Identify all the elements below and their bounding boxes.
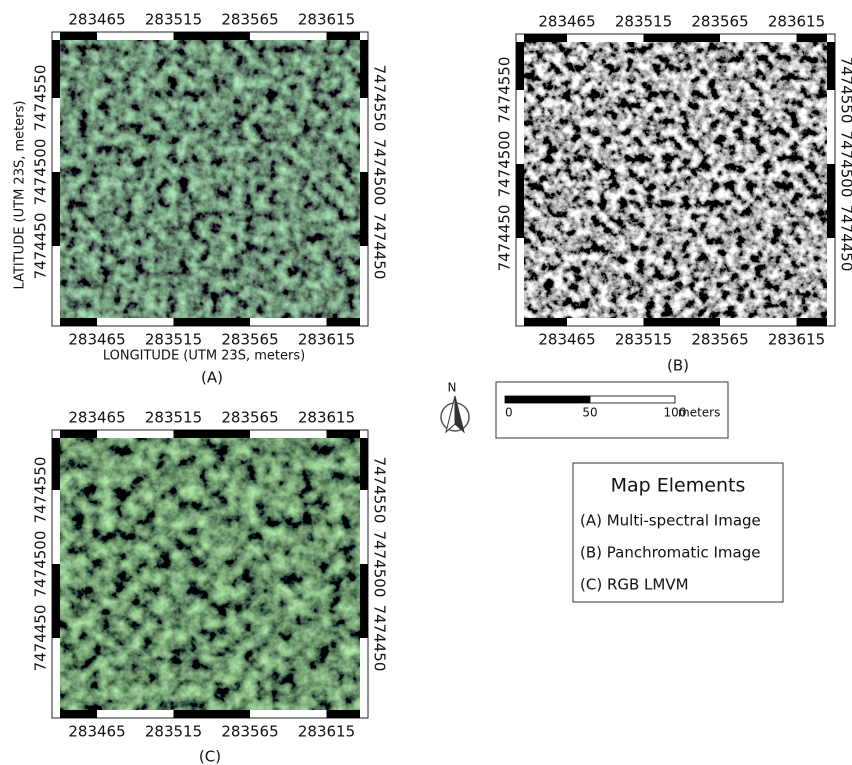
x-tick-label: 283515 (145, 11, 202, 29)
neatline-segment (516, 164, 524, 238)
x-axis-label: LONGITUDE (UTM 23S, meters) (103, 349, 305, 364)
y-tick-label: 7474550 (838, 57, 852, 124)
legend-item: (B) Panchromatic Image (580, 544, 760, 562)
neatline-segment (52, 438, 60, 490)
y-tick-label: 7474550 (32, 457, 50, 524)
neatline-segment (52, 40, 60, 98)
y-tick-label: 7474500 (838, 131, 852, 198)
y-axis-label: LATITUDE (UTM 23S, meters) (13, 101, 28, 290)
neatline-segment (797, 318, 828, 326)
x-tick-label: 283565 (691, 13, 748, 31)
x-tick-label: 283515 (145, 409, 202, 427)
neatline-segment (827, 164, 835, 238)
x-tick-label: 283615 (298, 409, 355, 427)
y-tick-label: 7474550 (371, 457, 389, 524)
y-tick-label: 7474500 (32, 531, 50, 598)
x-tick-label: 283515 (615, 13, 672, 31)
neatline-segment (360, 564, 368, 638)
neatline-segment (327, 430, 361, 438)
neatline-segment (524, 34, 567, 42)
panel-caption: (B) (667, 357, 689, 375)
x-tick-label: 283615 (298, 11, 355, 29)
y-tick-label: 7474450 (371, 605, 389, 672)
neatline-segment (60, 430, 97, 438)
neatline-segment (52, 172, 60, 246)
neatline-segment (174, 32, 251, 40)
neatline-segment (174, 318, 251, 326)
neatline-segment (524, 318, 567, 326)
figure: N Map Elements 2834652834652835152835152… (0, 0, 852, 765)
x-tick-label: 283465 (538, 13, 595, 31)
map-image (524, 42, 827, 318)
x-tick-label: 283615 (768, 13, 825, 31)
neatline-segment (174, 430, 251, 438)
north-label: N (448, 381, 457, 395)
neatline-segment (360, 438, 368, 490)
map-image (60, 438, 360, 710)
x-tick-label: 283565 (221, 11, 278, 29)
y-tick-label: 7474550 (371, 65, 389, 132)
y-tick-label: 7474450 (496, 205, 514, 272)
x-tick-label: 283515 (615, 331, 672, 349)
neatline-segment (327, 710, 361, 718)
neatline-segment (174, 710, 251, 718)
y-tick-label: 7474500 (371, 531, 389, 598)
legend-item: (A) Multi-spectral Image (580, 512, 761, 530)
x-tick-label: 283465 (68, 331, 125, 349)
scale-bar-segment (590, 396, 675, 403)
scale-bar-label: 0 (505, 406, 513, 420)
neatline-segment (644, 34, 721, 42)
neatline-segment (797, 34, 828, 42)
panel-caption: (C) (199, 748, 221, 765)
scale-bar-label: 50 (582, 406, 597, 420)
y-tick-label: 7474550 (32, 65, 50, 132)
y-tick-label: 7474500 (371, 139, 389, 206)
neatline-segment (360, 40, 368, 98)
x-tick-label: 283565 (221, 409, 278, 427)
x-tick-label: 283515 (145, 331, 202, 349)
y-tick-label: 7474450 (371, 213, 389, 280)
x-tick-label: 283565 (691, 331, 748, 349)
x-tick-label: 283565 (221, 723, 278, 741)
neatline-segment (327, 318, 361, 326)
neatline-segment (327, 32, 361, 40)
x-tick-label: 283465 (68, 723, 125, 741)
neatline-segment (827, 42, 835, 90)
legend-title: Map Elements (611, 475, 746, 497)
map-image (60, 40, 360, 318)
legend-item: (C) RGB LMVM (580, 576, 689, 594)
neatline-segment (360, 172, 368, 246)
x-tick-label: 283465 (538, 331, 595, 349)
y-tick-label: 7474500 (496, 131, 514, 198)
north-arrow: N (441, 381, 469, 433)
neatline-segment (60, 710, 97, 718)
y-tick-label: 7474450 (838, 205, 852, 272)
neatline-segment (644, 318, 721, 326)
x-tick-label: 283565 (221, 331, 278, 349)
neatline-segment (516, 42, 524, 90)
y-tick-label: 7474550 (496, 57, 514, 124)
neatline-segment (60, 32, 97, 40)
x-tick-label: 283465 (68, 11, 125, 29)
neatline-segment (60, 318, 97, 326)
map-panel: 283465 283465 283515 283515 283565 283565 2836… (32, 409, 389, 765)
scale-bar-unit: meters (678, 406, 720, 420)
x-tick-label: 283515 (145, 723, 202, 741)
page: N Map Elements 2834652834652835152835152… (0, 0, 852, 765)
map-panel: 283465 283465 283515 283515 283565 283565 2836… (496, 13, 852, 375)
x-tick-label: 283615 (768, 331, 825, 349)
y-tick-label: 7474450 (32, 605, 50, 672)
panel-caption: (A) (201, 369, 223, 387)
x-tick-label: 283465 (68, 409, 125, 427)
y-tick-label: 7474450 (32, 213, 50, 280)
scale-bar-segment (505, 396, 590, 403)
x-tick-label: 283615 (298, 723, 355, 741)
map-panel: 283465 283465 283515 283515 283565 283565 2836… (13, 11, 389, 387)
y-tick-label: 7474500 (32, 139, 50, 206)
x-tick-label: 283615 (298, 331, 355, 349)
neatline-segment (52, 564, 60, 638)
